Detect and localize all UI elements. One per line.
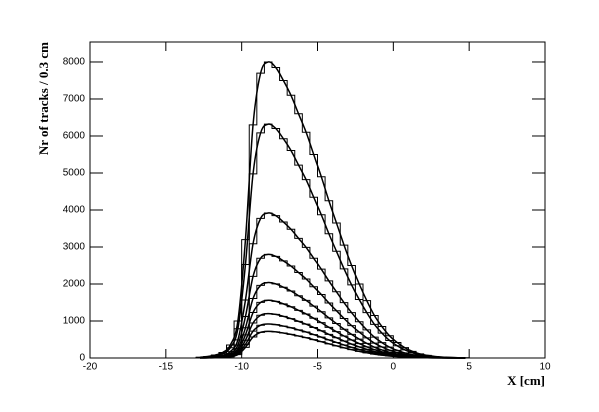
x-tick-label: -10 [234,362,249,373]
y-tick-label: 7000 [63,94,86,105]
y-tick-label: 4000 [63,205,86,216]
y-axis-label: Nr of tracks / 0.3 cm [36,42,51,155]
x-axis-label: X [cm] [507,373,545,388]
y-tick-label: 1000 [63,316,86,327]
fit-curve [199,61,466,359]
y-tick-label: 2000 [63,279,86,290]
y-tick-label: 3000 [63,242,86,253]
y-tick-label: 6000 [63,131,86,142]
y-tick-label: 8000 [63,57,86,68]
x-tick-label: -5 [313,362,322,373]
x-tick-label: 10 [539,362,551,373]
y-tick-label: 0 [79,353,85,364]
y-tick-label: 5000 [63,168,86,179]
x-tick-label: 0 [391,362,397,373]
x-tick-label: -20 [83,362,98,373]
fit-curve [199,330,466,359]
x-tick-label: -15 [159,362,174,373]
fit-curve [199,123,466,359]
x-tick-label: 5 [466,362,472,373]
